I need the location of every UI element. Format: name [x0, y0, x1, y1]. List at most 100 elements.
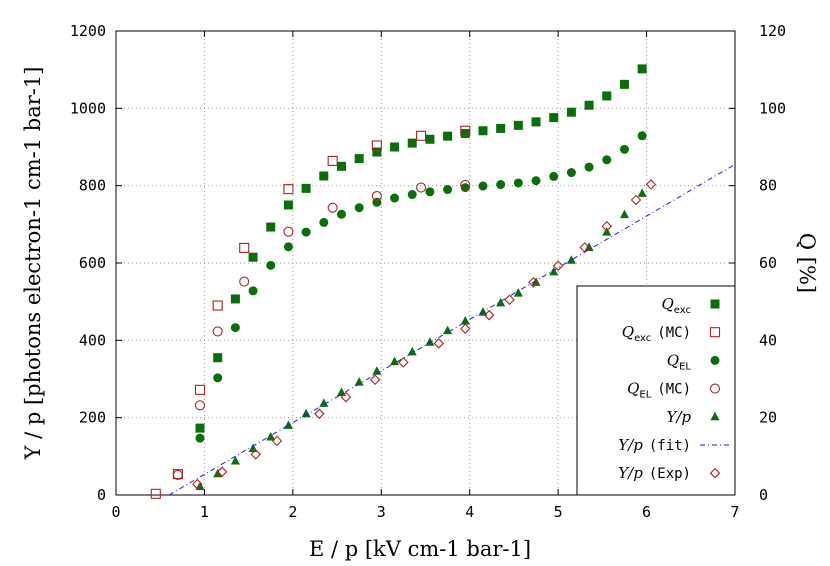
data-point — [283, 184, 294, 195]
data-point — [584, 100, 594, 110]
data-point — [552, 260, 564, 271]
data-point — [195, 433, 205, 443]
y-tick-label: 600 — [79, 254, 106, 272]
data-point — [531, 176, 541, 186]
legend-box — [576, 285, 736, 496]
data-point — [619, 209, 629, 219]
data-point — [443, 325, 453, 335]
series-6 — [192, 179, 657, 490]
data-point — [301, 408, 311, 418]
data-point — [283, 242, 293, 252]
series-2 — [195, 131, 647, 443]
x-tick-label: 7 — [730, 503, 739, 521]
legend-label: Qexc (MC) — [622, 323, 691, 344]
data-point — [513, 178, 523, 188]
legend-swatch — [710, 411, 720, 421]
data-point — [460, 183, 470, 193]
data-point — [407, 190, 417, 200]
data-point — [566, 255, 576, 264]
data-point — [460, 323, 471, 335]
data-point — [194, 384, 206, 395]
legend-swatch — [710, 299, 720, 309]
series-5 — [168, 163, 736, 496]
y-tick-label: 0 — [97, 486, 106, 504]
legend-label: Y/p (fit) — [618, 436, 691, 454]
data-point — [630, 194, 642, 206]
data-point — [192, 478, 203, 490]
y2-tick-label: 20 — [759, 409, 777, 427]
legend-swatch — [710, 355, 720, 365]
data-point — [619, 79, 629, 89]
data-point — [478, 181, 488, 191]
data-point — [213, 468, 223, 478]
data-point — [645, 179, 657, 190]
plot-area — [150, 64, 736, 499]
axis-ticks: 0 1 2 3 4 5 6 7 0 200 400 600 800 1000 1200 0 20 40 60 80 10… — [70, 22, 786, 521]
y2-tick-label: 40 — [759, 331, 777, 349]
data-point — [354, 154, 364, 164]
grid-lines — [116, 31, 735, 495]
x-tick-label: 1 — [200, 503, 209, 521]
data-point — [390, 356, 400, 366]
data-point — [531, 277, 541, 286]
data-point — [579, 242, 590, 253]
y-tick-label: 400 — [79, 331, 106, 349]
data-point — [319, 398, 329, 407]
data-point — [266, 260, 276, 270]
data-point — [283, 200, 293, 210]
data-point — [248, 286, 258, 296]
data-point — [528, 277, 539, 288]
data-point — [602, 155, 612, 165]
data-point — [372, 147, 382, 157]
series-0 — [195, 64, 647, 433]
data-point — [531, 117, 541, 127]
data-point — [314, 408, 325, 420]
data-point — [390, 193, 400, 203]
y2-tick-label: 60 — [759, 254, 777, 272]
data-point — [460, 125, 471, 136]
data-point — [369, 374, 381, 386]
x-tick-label: 4 — [465, 503, 474, 521]
data-point — [549, 113, 559, 123]
data-point — [216, 466, 228, 478]
data-point — [496, 180, 506, 190]
x-tick-label: 3 — [377, 503, 386, 521]
data-point — [390, 142, 400, 152]
data-point — [248, 252, 258, 262]
data-point — [549, 266, 559, 276]
legend-label: Y/p — [666, 408, 691, 426]
y-axis-title: Y / p [photons electron-1 cm-1 bar-1] — [21, 67, 45, 461]
x-tick-label: 2 — [288, 503, 297, 521]
data-point — [230, 294, 240, 304]
data-point — [239, 276, 250, 287]
data-point — [336, 209, 346, 219]
data-point — [319, 171, 329, 181]
data-point — [460, 128, 470, 138]
data-point — [371, 140, 382, 151]
data-point — [150, 488, 161, 499]
data-point — [513, 120, 523, 130]
data-point — [483, 309, 495, 321]
data-point — [212, 300, 223, 311]
series-3 — [172, 179, 471, 480]
data-point — [250, 449, 261, 460]
data-point — [416, 130, 427, 141]
data-point — [549, 171, 559, 181]
data-point — [213, 353, 223, 363]
data-point — [327, 155, 338, 166]
y2-tick-label: 0 — [759, 486, 768, 504]
legend-label: QEL — [667, 351, 692, 372]
data-point — [172, 469, 183, 480]
data-point — [407, 138, 417, 148]
legend: Qexc Qexc (MC) QEL QEL (MC) Y/p Y/p (fit) Y/p (Exp… — [576, 285, 736, 496]
data-point — [213, 373, 223, 383]
data-point — [230, 455, 240, 465]
data-point — [340, 391, 352, 403]
data-point — [266, 432, 276, 441]
legend-swatch — [709, 467, 721, 479]
x-tick-label: 6 — [642, 503, 651, 521]
y-tick-label: 800 — [79, 177, 106, 195]
data-point — [266, 222, 276, 232]
data-point — [407, 346, 417, 356]
data-point — [433, 338, 445, 349]
